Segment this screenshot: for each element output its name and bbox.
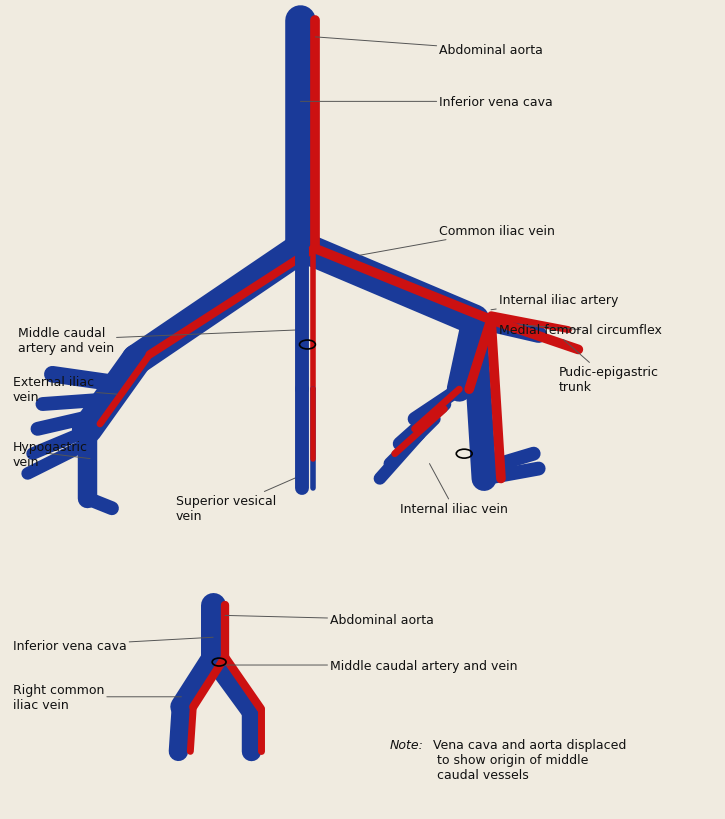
Text: Pudic-epigastric
trunk: Pudic-epigastric trunk bbox=[558, 340, 658, 394]
Text: Note:: Note: bbox=[390, 739, 423, 752]
Text: Right common
iliac vein: Right common iliac vein bbox=[13, 683, 181, 711]
Text: Middle caudal
artery and vein: Middle caudal artery and vein bbox=[17, 326, 305, 354]
Text: Inferior vena cava: Inferior vena cava bbox=[13, 637, 213, 652]
Text: Internal iliac vein: Internal iliac vein bbox=[399, 464, 507, 515]
Text: External iliac
vein: External iliac vein bbox=[13, 376, 117, 404]
Text: Middle caudal artery and vein: Middle caudal artery and vein bbox=[221, 658, 518, 672]
Text: Superior vesical
vein: Superior vesical vein bbox=[176, 474, 305, 523]
Text: Abdominal aorta: Abdominal aorta bbox=[315, 38, 543, 57]
Text: Internal iliac artery: Internal iliac artery bbox=[491, 294, 618, 310]
Text: Vena cava and aorta displaced
  to show origin of middle
  caudal vessels: Vena cava and aorta displaced to show or… bbox=[429, 739, 627, 781]
Text: Medial femoral circumflex: Medial femoral circumflex bbox=[499, 324, 662, 337]
Text: Inferior vena cava: Inferior vena cava bbox=[300, 96, 553, 109]
Text: Common iliac vein: Common iliac vein bbox=[360, 224, 555, 256]
Text: Abdominal aorta: Abdominal aorta bbox=[225, 613, 434, 626]
Text: Hypogastric
vein: Hypogastric vein bbox=[13, 440, 90, 468]
